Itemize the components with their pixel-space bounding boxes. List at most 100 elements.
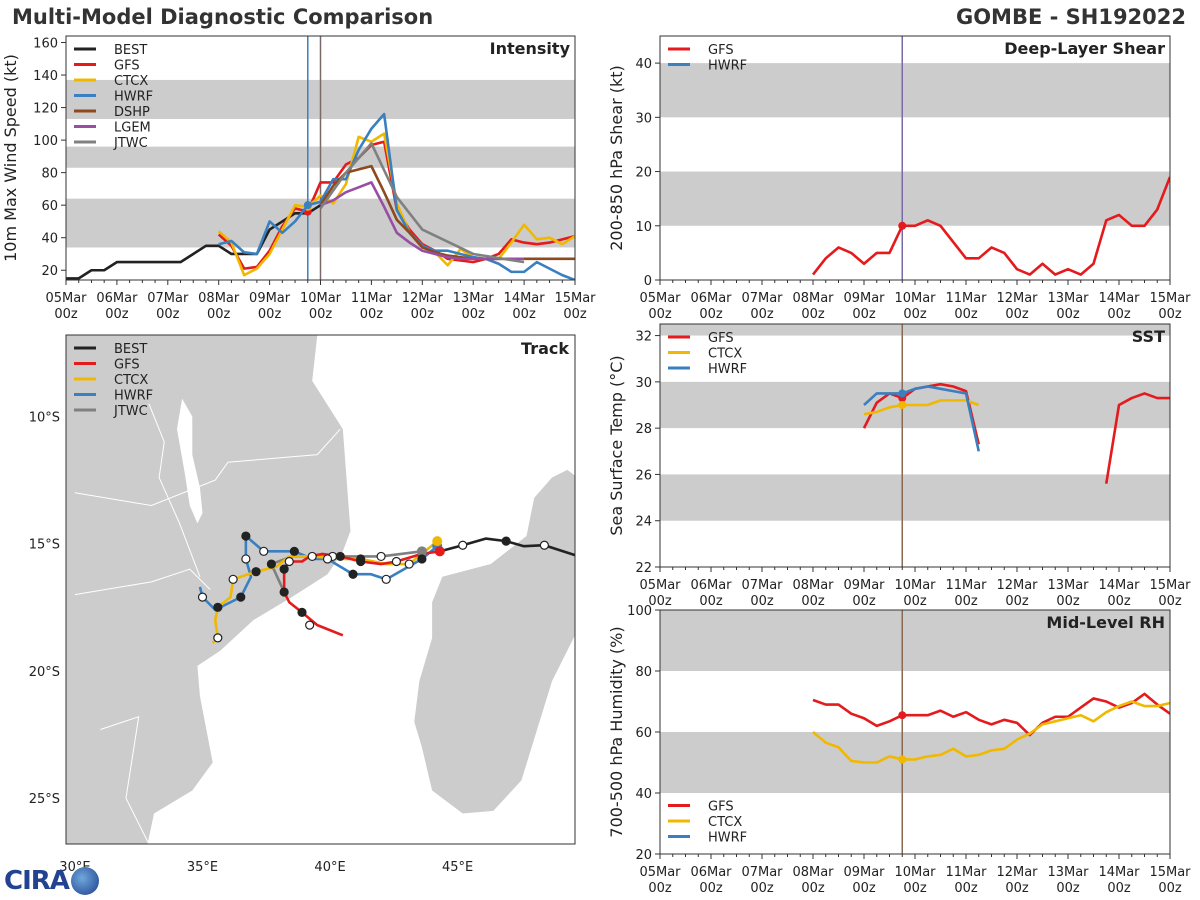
x-tick-label-hour: 00z [801,594,825,609]
x-tick-label-date: 11Mar [945,865,987,880]
cira-logo: CIRA [4,866,99,896]
y-tick-label: 80 [635,665,652,680]
panel-title: SST [1132,327,1165,346]
x-tick-label-hour: 00z [1158,594,1182,609]
y-axis-label: Sea Surface Temp (°C) [607,355,626,535]
track-marker-gfs [335,551,345,562]
x-tick-label-date: 08Mar [198,291,240,306]
y-tick-label: 40 [41,232,58,247]
track-marker-hwrf [197,592,208,602]
x-tick-label-hour: 00z [750,307,774,322]
series-line-hwrf [218,112,575,280]
track-line-gfs [282,550,440,637]
x-tick-label-date: 10Mar [894,865,936,880]
latitude-label: 15°S [29,538,60,553]
y-tick-label: 10 [635,220,652,235]
track-panel: 30°E 35°E 40°E 45°E10°S15°S20°S25°STrackBES… [29,334,576,875]
longitude-label: 35°E [187,860,218,875]
track-marker-gfs [305,620,315,630]
x-tick-label-hour: 00z [954,881,978,896]
panel-title: Track [521,339,569,358]
x-tick-label-date: 15Mar [1149,291,1191,306]
legend-label-gfs: GFS [708,800,734,815]
x-tick-label-date: 07Mar [147,291,189,306]
legend-label-hwrf: HWRF [114,90,153,105]
sst-panel: 05Mar00z06Mar00z07Mar00z08Mar00z09Mar00z… [607,323,1191,609]
x-tick-label-hour: 00z [750,881,774,896]
country-border [148,403,201,577]
x-tick-label-hour: 00z [207,307,231,322]
x-tick-label-date: 12Mar [996,291,1038,306]
track-marker-ctcx [228,574,238,584]
track-marker-jtwc [279,587,289,597]
x-tick-label-date: 10Mar [300,291,342,306]
y-axis-label: 200-850 hPa Shear (kt) [607,65,626,251]
y-tick-label: 30 [635,111,652,126]
shaded-band [660,171,1170,226]
series-line-gfs [1104,392,1170,484]
series-line-ctcx [863,399,980,416]
track-marker-jtwc [416,546,427,557]
legend-label-lgem: LGEM [114,121,151,136]
track-marker-ctcx [213,633,223,643]
x-tick-label-hour: 00z [512,307,536,322]
track-marker-ctcx [404,559,414,569]
legend-label-hwrf: HWRF [708,59,747,74]
shear-panel: 05Mar00z06Mar00z07Mar00z08Mar00z09Mar00z… [607,35,1191,322]
legend-label-ctcx: CTCX [114,373,148,388]
x-tick-label-hour: 00z [54,307,78,322]
x-tick-label-date: 11Mar [945,291,987,306]
x-tick-label-hour: 00z [699,594,723,609]
track-marker-hwrf [241,554,251,564]
x-tick-label-date: 05Mar [639,291,681,306]
legend-label-best: BEST [114,43,147,58]
x-tick-label-hour: 00z [699,307,723,322]
latitude-label: 10°S [29,410,60,425]
x-tick-label-date: 07Mar [741,865,783,880]
x-tick-label-hour: 00z [699,881,723,896]
intensity-panel: 05Mar00z06Mar00z07Mar00z08Mar00z09Mar00z… [1,35,596,322]
y-tick-label: 22 [635,561,652,576]
x-tick-label-hour: 00z [156,307,180,322]
legend-label-gfs: GFS [708,43,734,58]
track-marker-hwrf [417,554,427,564]
legend-label-hwrf: HWRF [708,831,747,846]
x-tick-label-hour: 00z [801,307,825,322]
latitude-label: 25°S [29,792,60,807]
track-marker-gfs [356,556,366,567]
x-tick-label-date: 15Mar [554,291,596,306]
series-group [66,112,575,280]
track-marker-ctcx [432,536,443,547]
track-marker-ctcx [251,567,261,577]
track-marker-jtwc [376,551,386,562]
x-tick-label-hour: 00z [1158,881,1182,896]
x-tick-label-hour: 00z [1056,881,1080,896]
map-group [66,335,575,844]
x-tick-label-date: 08Mar [792,291,834,306]
x-tick-label-hour: 00z [462,307,486,322]
country-border [100,716,150,844]
x-tick-label-hour: 00z [1056,594,1080,609]
y-tick-label: 20 [635,848,652,863]
x-tick-label-date: 06Mar [96,291,138,306]
x-tick-label-hour: 00z [801,881,825,896]
x-tick-label-hour: 00z [903,881,927,896]
x-tick-label-hour: 00z [309,307,333,322]
track-marker-hwrf [289,546,299,556]
current-point-gfs [898,221,907,230]
x-tick-label-date: 10Mar [894,578,936,593]
x-tick-label-date: 07Mar [741,578,783,593]
shaded-band [660,474,1170,521]
x-tick-label-date: 13Mar [453,291,495,306]
x-tick-label-date: 09Mar [843,578,885,593]
y-tick-label: 80 [41,167,58,182]
track-marker-best [501,536,511,546]
x-tick-label-date: 08Mar [792,865,834,880]
y-tick-label: 32 [635,330,652,345]
shaded-band [660,732,1170,793]
series-line-gfs [811,176,1170,276]
legend-label-gfs: GFS [114,358,140,373]
x-tick-label-date: 09Mar [249,291,291,306]
x-tick-label-date: 15Mar [1149,865,1191,880]
y-tick-label: 60 [635,726,652,741]
